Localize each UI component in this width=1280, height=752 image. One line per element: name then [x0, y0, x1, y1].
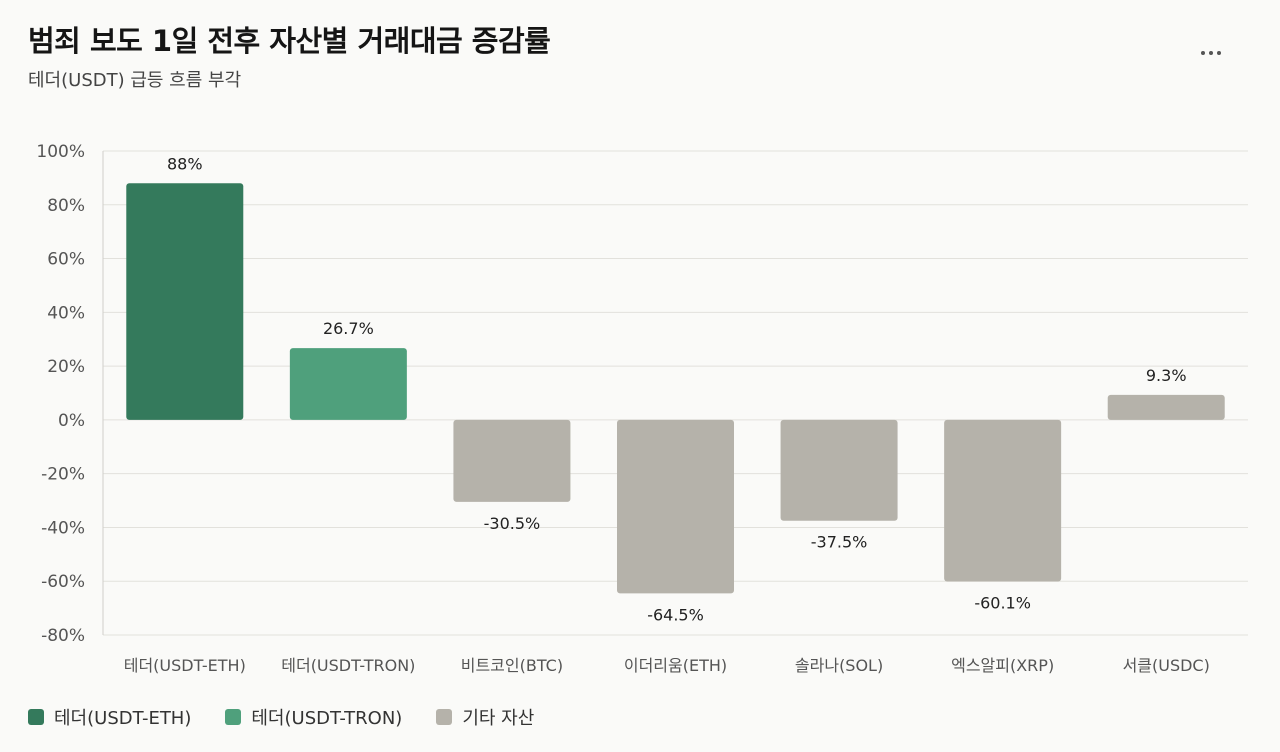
- data-label: -37.5%: [811, 533, 868, 552]
- y-tick-label: -80%: [41, 626, 85, 646]
- y-tick-label: -20%: [41, 465, 85, 485]
- legend: 테더(USDT-ETH) 테더(USDT-TRON) 기타 자산: [28, 704, 534, 730]
- legend-item-usdt-tron[interactable]: 테더(USDT-TRON): [225, 704, 402, 730]
- legend-item-other-assets[interactable]: 기타 자산: [436, 704, 534, 730]
- chart-subtitle: 테더(USDT) 급등 흐름 부각: [28, 70, 242, 91]
- y-tick-label: -40%: [41, 518, 85, 538]
- bar: [780, 419, 898, 521]
- y-tick-label: -60%: [41, 572, 85, 592]
- legend-swatch: [225, 709, 242, 725]
- chart-title: 범죄 보도 1일 전후 자산별 거래대금 증감률: [28, 24, 551, 58]
- data-label: -64.5%: [647, 605, 704, 624]
- legend-label: 테더(USDT-TRON): [251, 708, 403, 729]
- x-tick-label: 비트코인(BTC): [461, 656, 563, 675]
- x-tick-label: 엑스알피(XRP): [951, 656, 1054, 675]
- x-tick-label: 이더리움(ETH): [624, 656, 727, 675]
- x-tick-label: 테더(USDT-ETH): [124, 656, 246, 675]
- bar: [944, 419, 1062, 582]
- legend-label: 테더(USDT-ETH): [54, 708, 192, 729]
- data-label: 88%: [167, 154, 203, 173]
- y-tick-label: 80%: [47, 196, 85, 216]
- legend-item-usdt-eth[interactable]: 테더(USDT-ETH): [28, 704, 191, 730]
- data-label: -30.5%: [484, 514, 541, 533]
- y-tick-label: 0%: [58, 411, 85, 431]
- bar: [126, 183, 244, 420]
- legend-swatch: [436, 709, 453, 725]
- dot: [1209, 51, 1213, 55]
- more-options-icon[interactable]: [1194, 40, 1228, 66]
- bar: [617, 419, 734, 594]
- x-tick-label: 테더(USDT-TRON): [281, 656, 415, 675]
- y-tick-label: 20%: [47, 357, 85, 377]
- data-label: -60.1%: [974, 593, 1031, 612]
- dot: [1217, 51, 1221, 55]
- x-tick-label: 솔라나(SOL): [795, 656, 883, 675]
- y-tick-label: 40%: [47, 303, 85, 323]
- legend-swatch: [28, 709, 44, 725]
- x-tick-label: 서클(USDC): [1123, 656, 1210, 675]
- bar: [1107, 394, 1225, 420]
- data-label: 9.3%: [1146, 366, 1187, 385]
- dot: [1201, 51, 1205, 55]
- y-tick-label: 60%: [47, 250, 85, 270]
- bar: [453, 419, 571, 502]
- bar-chart: 100% 80% 60% 40% 20% 0% -20% -40% -60% -80% 88% 테더(…: [36, 142, 1248, 675]
- legend-label: 기타 자산: [462, 708, 535, 729]
- data-label: 26.7%: [323, 319, 374, 338]
- bar: [289, 348, 407, 420]
- y-tick-label: 100%: [36, 142, 85, 162]
